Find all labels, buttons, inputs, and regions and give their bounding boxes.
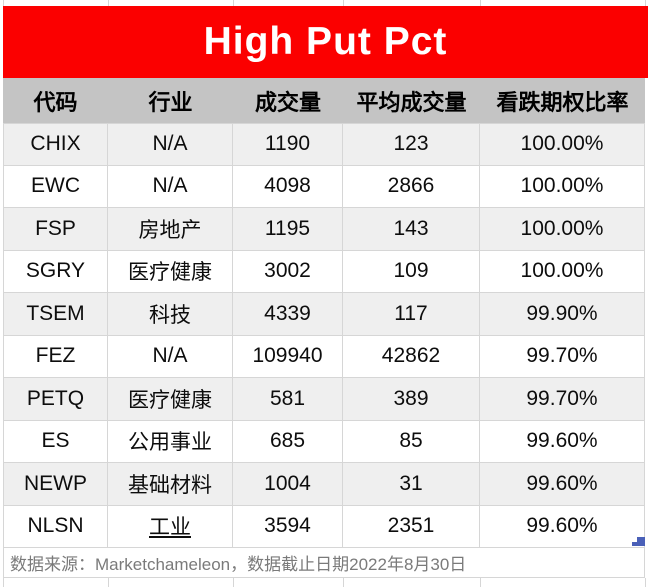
gridline: [343, 578, 344, 587]
cell-code[interactable]: EWC: [3, 165, 108, 208]
fill-handle-square: [632, 542, 638, 546]
cell-avg-volume[interactable]: 123: [343, 123, 480, 166]
cell-code[interactable]: PETQ: [3, 378, 108, 421]
cell-code[interactable]: FSP: [3, 208, 108, 251]
cell-put-pct[interactable]: 99.70%: [480, 335, 645, 378]
cell-put-pct[interactable]: 100.00%: [480, 123, 645, 166]
cell-avg-volume[interactable]: 31: [343, 463, 480, 506]
cell-volume[interactable]: 1195: [233, 208, 343, 251]
cell-put-pct[interactable]: 99.60%: [480, 505, 645, 548]
fill-handle-square: [637, 537, 645, 546]
gridline-strip-top: [0, 0, 650, 6]
cell-industry[interactable]: 公用事业: [108, 420, 233, 463]
cell-industry[interactable]: N/A: [108, 335, 233, 378]
header-volume[interactable]: 成交量: [254, 89, 321, 115]
cell-avg-volume[interactable]: 389: [343, 378, 480, 421]
cell-industry[interactable]: 工业: [108, 505, 233, 548]
cell-code[interactable]: NLSN: [3, 505, 108, 548]
cell-put-pct[interactable]: 99.90%: [480, 293, 645, 336]
cell-volume[interactable]: 581: [233, 378, 343, 421]
gridline: [108, 578, 109, 587]
cell-code[interactable]: NEWP: [3, 463, 108, 506]
cell-volume[interactable]: 685: [233, 420, 343, 463]
cell-code[interactable]: SGRY: [3, 250, 108, 293]
gridline: [343, 0, 344, 6]
cell-put-pct[interactable]: 99.60%: [480, 420, 645, 463]
header-industry[interactable]: 行业: [148, 89, 193, 115]
cell-avg-volume[interactable]: 109: [343, 250, 480, 293]
cell-volume[interactable]: 1190: [233, 123, 343, 166]
table-header-row: 代码 行业 成交量 平均成交量 看跌期权比率: [3, 78, 645, 123]
cell-volume[interactable]: 109940: [233, 335, 343, 378]
gridline: [233, 0, 234, 6]
gridline: [645, 578, 646, 587]
table-row: FSP 房地产 1195 143 100.00%: [3, 208, 645, 251]
cell-put-pct[interactable]: 100.00%: [480, 250, 645, 293]
table-row: NEWP 基础材料 1004 31 99.60%: [3, 463, 645, 506]
cell-volume[interactable]: 4098: [233, 165, 343, 208]
cell-avg-volume[interactable]: 2351: [343, 505, 480, 548]
header-put-pct[interactable]: 看跌期权比率: [496, 89, 629, 115]
table-row: FEZ N/A 109940 42862 99.70%: [3, 335, 645, 378]
header-avg-volume[interactable]: 平均成交量: [356, 89, 467, 115]
table-row: PETQ 医疗健康 581 389 99.70%: [3, 378, 645, 421]
cell-industry[interactable]: 科技: [108, 293, 233, 336]
table-row: TSEM 科技 4339 117 99.90%: [3, 293, 645, 336]
gridline-strip-bottom: [0, 578, 650, 587]
cell-industry[interactable]: 基础材料: [108, 463, 233, 506]
cell-volume[interactable]: 1004: [233, 463, 343, 506]
table-body: CHIX N/A 1190 123 100.00% EWC N/A 4098 2…: [3, 123, 645, 548]
cell-industry[interactable]: N/A: [108, 123, 233, 166]
cell-put-pct[interactable]: 99.60%: [480, 463, 645, 506]
cell-industry[interactable]: N/A: [108, 165, 233, 208]
table-row: EWC N/A 4098 2866 100.00%: [3, 165, 645, 208]
gridline: [480, 0, 481, 6]
table-row: NLSN 工业 3594 2351 99.60%: [3, 505, 645, 548]
table-row: ES 公用事业 685 85 99.60%: [3, 420, 645, 463]
cell-avg-volume[interactable]: 85: [343, 420, 480, 463]
cell-industry[interactable]: 房地产: [108, 208, 233, 251]
cell-industry[interactable]: 医疗健康: [108, 378, 233, 421]
data-source-note: 数据来源：Marketchameleon，数据截止日期2022年8月30日: [10, 555, 467, 574]
cell-avg-volume[interactable]: 2866: [343, 165, 480, 208]
fill-handle-icon[interactable]: [632, 537, 646, 547]
cell-put-pct[interactable]: 99.70%: [480, 378, 645, 421]
table-row: CHIX N/A 1190 123 100.00%: [3, 123, 645, 166]
page-title: High Put Pct: [203, 20, 448, 63]
cell-code[interactable]: TSEM: [3, 293, 108, 336]
footer-row[interactable]: 数据来源：Marketchameleon，数据截止日期2022年8月30日: [3, 548, 645, 578]
cell-volume[interactable]: 3594: [233, 505, 343, 548]
header-code[interactable]: 代码: [33, 89, 78, 115]
cell-code[interactable]: FEZ: [3, 335, 108, 378]
cell-avg-volume[interactable]: 117: [343, 293, 480, 336]
gridline: [3, 578, 4, 587]
gridline: [233, 578, 234, 587]
cell-put-pct[interactable]: 100.00%: [480, 208, 645, 251]
cell-volume[interactable]: 4339: [233, 293, 343, 336]
gridline: [645, 0, 646, 6]
cell-industry[interactable]: 医疗健康: [108, 250, 233, 293]
cell-avg-volume[interactable]: 143: [343, 208, 480, 251]
gridline: [480, 578, 481, 587]
cell-code[interactable]: CHIX: [3, 123, 108, 166]
title-banner[interactable]: High Put Pct: [3, 6, 648, 78]
cell-volume[interactable]: 3002: [233, 250, 343, 293]
gridline: [3, 0, 4, 6]
gridline: [108, 0, 109, 6]
cell-put-pct[interactable]: 100.00%: [480, 165, 645, 208]
cell-code[interactable]: ES: [3, 420, 108, 463]
table-row: SGRY 医疗健康 3002 109 100.00%: [3, 250, 645, 293]
cell-avg-volume[interactable]: 42862: [343, 335, 480, 378]
